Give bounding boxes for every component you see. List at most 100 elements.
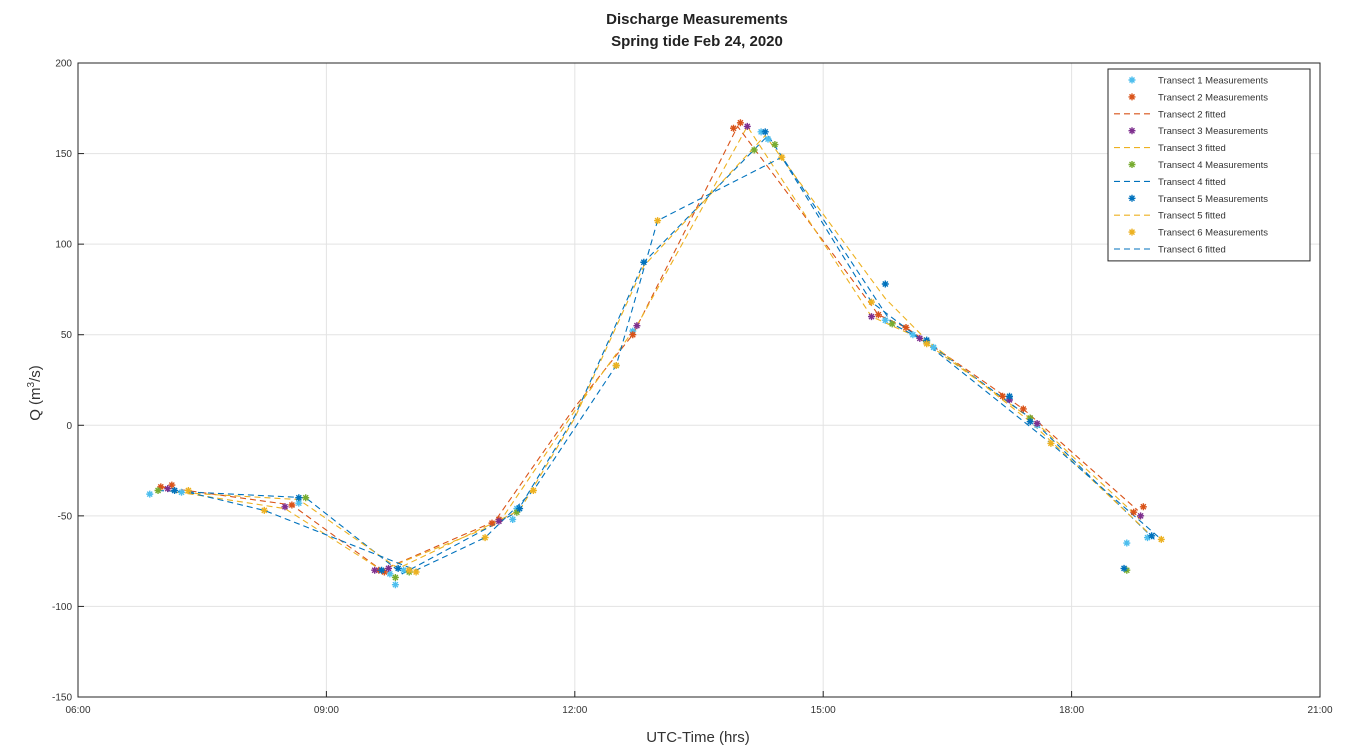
measurement-point bbox=[400, 566, 408, 574]
measurement-point bbox=[612, 362, 620, 370]
fitted-line bbox=[160, 125, 1139, 571]
measurement-series bbox=[171, 128, 1156, 574]
measurement-point bbox=[1033, 419, 1041, 427]
measurement-point bbox=[302, 494, 310, 502]
measurement-point bbox=[481, 534, 489, 542]
legend-entry: Transect 3 Measurements bbox=[1128, 126, 1268, 137]
measurement-point bbox=[881, 280, 889, 288]
measurement-point bbox=[633, 322, 641, 330]
measurement-point bbox=[1026, 418, 1034, 426]
legend-marker bbox=[1128, 228, 1136, 236]
measurement-point bbox=[171, 486, 179, 494]
y-tick-label: -150 bbox=[52, 693, 72, 704]
plot-area bbox=[77, 62, 1321, 698]
measurement-point bbox=[654, 217, 662, 225]
measurement-point bbox=[629, 331, 637, 339]
measurement-point bbox=[881, 316, 889, 324]
y-tick-label: 100 bbox=[55, 240, 72, 251]
fitted-line-series bbox=[174, 134, 1152, 570]
legend-label: Transect 3 fitted bbox=[1158, 143, 1226, 154]
measurement-point bbox=[1047, 439, 1055, 447]
legend-entry: Transect 2 Measurements bbox=[1128, 92, 1268, 103]
y-tick-label: 150 bbox=[55, 149, 72, 160]
measurement-point bbox=[743, 122, 751, 130]
measurement-point bbox=[923, 340, 931, 348]
measurement-point bbox=[730, 124, 737, 132]
measurement-point bbox=[488, 519, 496, 527]
measurement-point bbox=[868, 313, 875, 321]
measurement-point bbox=[157, 483, 165, 491]
x-axis-label: UTC-Time (hrs) bbox=[646, 729, 750, 746]
measurement-point bbox=[495, 517, 503, 525]
measurement-point bbox=[771, 141, 779, 149]
x-tick-label: 06:00 bbox=[65, 705, 90, 716]
measurement-point bbox=[874, 311, 882, 319]
measurement-point bbox=[923, 336, 931, 344]
y-axis-label-superscript: 3 bbox=[26, 381, 37, 387]
measurement-point bbox=[1019, 405, 1027, 413]
axis-ticks: 06:00 09:00 12:00 15:00 18:00 21:00 -150 -100 -5… bbox=[52, 59, 1333, 717]
y-axis-label-main: Q (m bbox=[27, 387, 44, 420]
y-axis-label: Q (m3/s) bbox=[26, 365, 44, 421]
y-tick-label: 50 bbox=[61, 330, 73, 341]
fitted-line bbox=[188, 156, 1162, 571]
legend-label: Transect 4 Measurements bbox=[1158, 160, 1268, 171]
measurement-point bbox=[868, 298, 875, 306]
measurement-point bbox=[1148, 532, 1156, 540]
y-tick-label: -50 bbox=[58, 511, 73, 522]
measurement-point bbox=[888, 320, 896, 328]
legend: Transect 1 Measurements Transect 2 Measur… bbox=[1107, 68, 1311, 262]
measurement-point bbox=[764, 135, 772, 143]
measurement-point bbox=[1006, 396, 1013, 404]
measurement-point bbox=[1006, 392, 1013, 400]
measurement-point bbox=[164, 485, 172, 493]
measurement-point bbox=[509, 515, 517, 523]
legend-entry: Transect 4 fitted bbox=[1114, 177, 1226, 188]
measurement-point bbox=[778, 153, 786, 161]
fitted-line-series bbox=[188, 156, 1162, 571]
legend-entry: Transect 2 fitted bbox=[1114, 109, 1226, 120]
x-tick-label: 21:00 bbox=[1307, 705, 1332, 716]
measurement-point bbox=[184, 486, 192, 494]
measurement-point bbox=[1137, 512, 1145, 520]
measurement-point bbox=[281, 503, 289, 511]
measurement-point bbox=[385, 564, 392, 572]
measurement-point bbox=[640, 258, 648, 266]
measurement-point bbox=[1130, 508, 1138, 516]
x-tick-label: 12:00 bbox=[562, 705, 587, 716]
measurement-point bbox=[295, 494, 303, 502]
measurement-point bbox=[1120, 564, 1128, 572]
measurement-point bbox=[529, 486, 537, 494]
measurement-point bbox=[260, 506, 268, 514]
legend-marker bbox=[1128, 76, 1136, 84]
measurement-point bbox=[288, 501, 296, 509]
measurement-point bbox=[999, 392, 1007, 400]
measurement-point bbox=[1139, 503, 1147, 511]
legend-label: Transect 1 Measurements bbox=[1158, 76, 1268, 87]
legend-label: Transect 5 fitted bbox=[1158, 211, 1226, 222]
measurement-point bbox=[516, 505, 524, 513]
legend-entry: Transect 6 fitted bbox=[1114, 245, 1226, 256]
y-tick-label: -100 bbox=[52, 602, 72, 613]
chart-title: Discharge Measurements bbox=[606, 11, 788, 28]
legend-label: Transect 6 fitted bbox=[1158, 245, 1226, 256]
legend-marker bbox=[1128, 161, 1136, 168]
legend-entry: Transect 3 fitted bbox=[1114, 143, 1226, 154]
measurement-point bbox=[757, 128, 765, 136]
x-tick-label: 15:00 bbox=[811, 705, 836, 716]
measurement-point bbox=[295, 499, 303, 507]
measurement-series bbox=[164, 122, 1145, 574]
y-tick-label: 200 bbox=[55, 59, 72, 70]
measurement-point bbox=[750, 146, 758, 154]
legend-label: Transect 2 fitted bbox=[1158, 109, 1226, 120]
measurement-point bbox=[391, 581, 399, 589]
measurement-point bbox=[1144, 534, 1151, 542]
measurement-point bbox=[371, 566, 379, 574]
x-tick-label: 09:00 bbox=[314, 705, 339, 716]
legend-entry: Transect 4 Measurements bbox=[1128, 160, 1268, 171]
y-axis-label-unit: /s) bbox=[27, 365, 44, 382]
legend-entry: Transect 6 Measurements bbox=[1128, 228, 1268, 239]
measurement-point bbox=[378, 566, 386, 574]
legend-label: Transect 5 Measurements bbox=[1158, 194, 1268, 205]
legend-label: Transect 6 Measurements bbox=[1158, 228, 1268, 239]
